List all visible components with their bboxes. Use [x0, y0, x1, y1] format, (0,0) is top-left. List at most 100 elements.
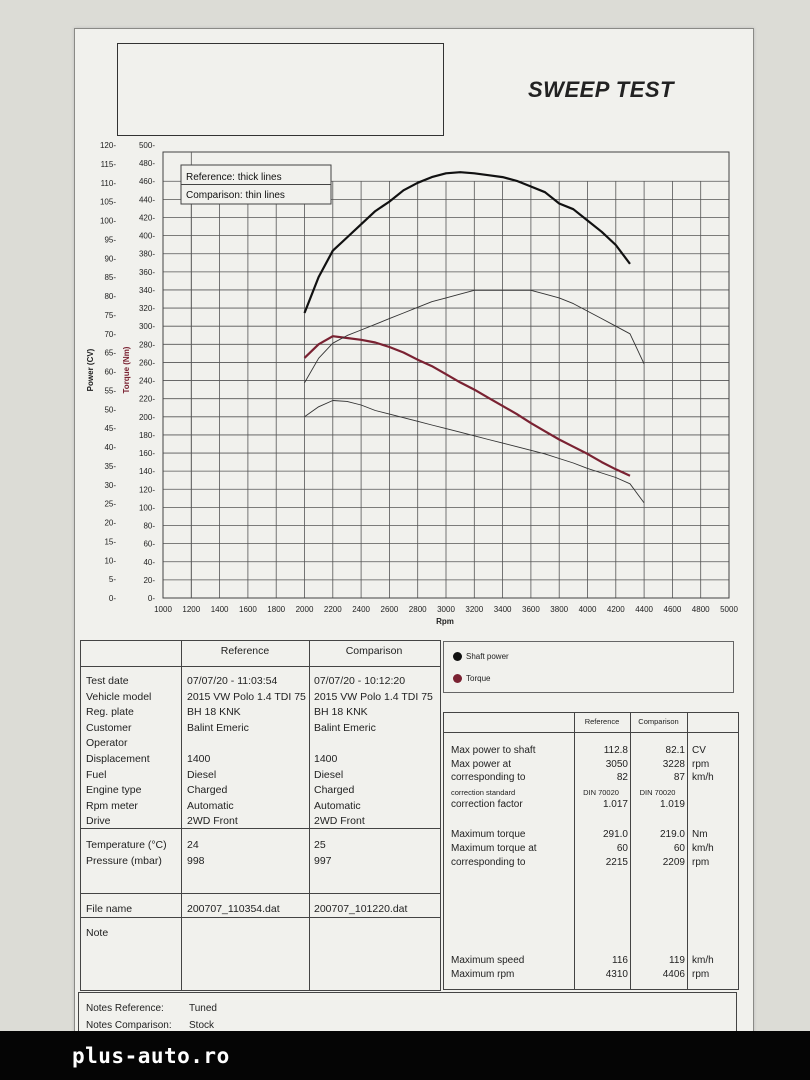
- power-tick-label: 90-: [104, 254, 116, 263]
- notes-reference-label: Notes Reference:: [86, 1003, 164, 1014]
- result-cmp: 60: [673, 843, 685, 854]
- result-label: Maximum speed: [451, 955, 525, 966]
- x-tick-label: 2800: [409, 605, 427, 614]
- torque-tick-label: 60-: [143, 540, 155, 549]
- result-cmp: 119: [669, 955, 685, 966]
- torque-tick-label: 280-: [139, 340, 155, 349]
- notes-box: Notes Reference: Tuned Notes Comparison:…: [78, 992, 737, 1036]
- pressure-cmp: 997: [314, 855, 332, 867]
- torque-tick-label: 300-: [139, 322, 155, 331]
- series-legend: Shaft power Torque: [443, 641, 734, 693]
- torque-tick-label: 40-: [143, 558, 155, 567]
- info-row-cmp: 1400: [314, 753, 338, 765]
- temperature-label: Temperature (°C): [86, 839, 167, 851]
- torque-tick-label: 460-: [139, 177, 155, 186]
- result-cmp: DIN 70020: [639, 787, 676, 797]
- torque-tick-label: 380-: [139, 250, 155, 259]
- x-tick-labels: 1000 1200 1400 1600 1800 2000 2200 2400 2600 2800…: [154, 605, 738, 614]
- notes-reference-value: Tuned: [189, 1003, 217, 1014]
- x-tick-label: 4000: [579, 605, 597, 614]
- result-ref: 3050: [605, 758, 628, 770]
- temperature-ref: 24: [187, 839, 199, 851]
- result-ref: 60: [616, 843, 628, 854]
- legend-note-reference: Reference: thick lines: [186, 172, 282, 183]
- x-tick-label: 4400: [635, 605, 653, 614]
- temperature-cmp: 25: [314, 839, 326, 851]
- info-row-cmp: Automatic: [314, 799, 361, 812]
- x-tick-label: 1200: [182, 605, 200, 614]
- power-tick-label: 5-: [109, 575, 116, 584]
- power-tick-label: 120-: [100, 141, 116, 150]
- power-tick-label: 0-: [109, 594, 116, 603]
- power-tick-label: 35-: [104, 462, 116, 471]
- legend-note-comparison: Comparison: thin lines: [186, 190, 285, 201]
- page-title: SWEEP TEST: [528, 77, 674, 102]
- result-ref: 291.0: [602, 829, 628, 840]
- info-row-ref: 2WD Front: [187, 815, 238, 828]
- info-row-label: Fuel: [86, 768, 107, 781]
- torque-tick-label: 400-: [139, 232, 155, 241]
- info-row-cmp: Diesel: [314, 768, 344, 781]
- info-row-cmp: Charged: [314, 784, 355, 797]
- power-tick-label: 45-: [104, 424, 116, 433]
- result-label: Maximum torque: [451, 829, 526, 840]
- torque-tick-label: 260-: [139, 358, 155, 367]
- info-row-label: Test date: [86, 675, 129, 687]
- power-axis-label: Power (CV): [86, 348, 95, 391]
- torque-tick-label: 160-: [139, 449, 155, 458]
- torque-tick-label: 420-: [139, 213, 155, 222]
- torque-tick-label: 220-: [139, 395, 155, 404]
- torque-tick-label: 80-: [143, 522, 155, 531]
- power-tick-label: 95-: [104, 235, 116, 244]
- result-label: corresponding to: [451, 857, 526, 868]
- result-cmp: 1.019: [659, 799, 685, 811]
- torque-tick-label: 480-: [139, 159, 155, 168]
- x-tick-label: 3400: [494, 605, 512, 614]
- result-cmp: 3228: [662, 758, 685, 770]
- x-tick-label: 4200: [607, 605, 625, 614]
- power-tick-label: 50-: [104, 405, 116, 414]
- torque-tick-label: 500-: [139, 141, 155, 150]
- x-tick-label: 2200: [324, 605, 342, 614]
- info-row-ref: Automatic: [187, 799, 234, 812]
- torque-tick-label: 200-: [139, 413, 155, 422]
- result-unit: km/h: [692, 843, 714, 854]
- result-label: Maximum rpm: [451, 969, 515, 980]
- torque-swatch: [453, 674, 462, 683]
- notes-comparison-value: Stock: [189, 1020, 215, 1031]
- torque-tick-label: 140-: [139, 467, 155, 476]
- pressure-ref: 998: [187, 855, 205, 867]
- result-unit: km/h: [692, 955, 714, 966]
- info-row-cmp: 07/07/20 - 10:12:20: [314, 675, 406, 687]
- x-tick-label: 5000: [720, 605, 738, 614]
- result-ref: 4310: [605, 969, 628, 980]
- result-ref: 112.8: [603, 745, 628, 756]
- file-name-cmp: 200707_101220.dat: [314, 903, 408, 915]
- power-tick-label: 70-: [104, 330, 116, 339]
- info-row-label: Rpm meter: [86, 799, 138, 812]
- result-label: correction standard: [451, 787, 516, 797]
- info-row-label: Engine type: [86, 784, 142, 797]
- x-tick-label: 1000: [154, 605, 172, 614]
- info-header-comparison: Comparison: [345, 645, 403, 657]
- brand-logo-text: plus-auto.ro: [72, 1044, 230, 1068]
- result-cmp: 4406: [662, 969, 685, 980]
- result-label: Max power at: [451, 758, 512, 770]
- series-reference-shaft-power-line: [303, 171, 631, 314]
- x-tick-label: 3000: [437, 605, 455, 614]
- result-label: correction factor: [451, 799, 523, 811]
- info-header-reference: Reference: [220, 645, 270, 657]
- legend-torque: Torque: [466, 674, 491, 683]
- torque-tick-labels: 0- 20- 40- 60- 80- 100- 120- 140- 160- 180- 200- 22…: [139, 141, 155, 603]
- x-tick-label: 2600: [381, 605, 399, 614]
- results-header-reference: Reference: [584, 717, 620, 726]
- result-unit: km/h: [692, 772, 714, 784]
- x-tick-label: 1400: [211, 605, 229, 614]
- info-row-ref: Diesel: [187, 768, 217, 781]
- power-tick-label: 10-: [104, 556, 116, 565]
- power-tick-label: 60-: [104, 368, 116, 377]
- note-label: Note: [86, 927, 109, 939]
- series-comparison-torque-line: [304, 400, 645, 504]
- result-ref: 1.017: [602, 799, 628, 811]
- info-row-ref: 1400: [187, 753, 211, 765]
